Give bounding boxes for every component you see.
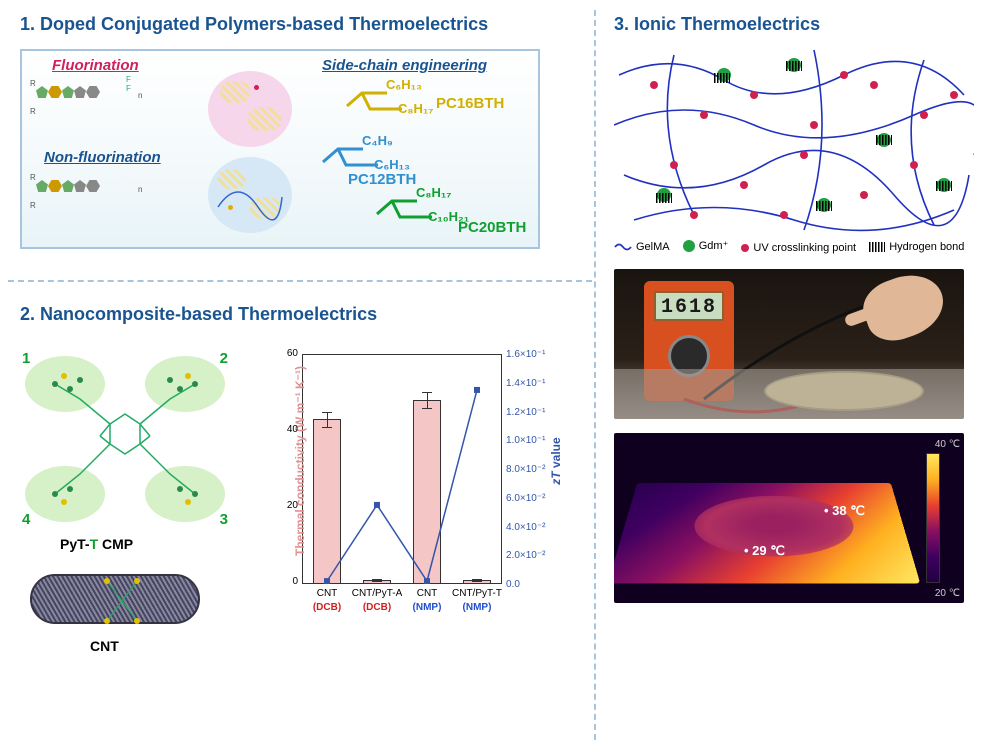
pytt-label: PyT-T CMP [60, 536, 133, 552]
xtick-3: CNT/PyT-T [447, 588, 507, 599]
uv-node-8 [800, 151, 808, 159]
pc12-name: PC12BTH [348, 171, 416, 188]
divider-vertical [594, 10, 596, 740]
ytick-right-5: 1.0×10⁻¹ [506, 435, 556, 446]
ytick-right-7: 1.4×10⁻¹ [506, 378, 556, 389]
ytick-right-3: 6.0×10⁻² [506, 493, 556, 504]
pc16-name: PC16BTH [436, 95, 504, 112]
legend-hbond: Hydrogen bond [869, 241, 964, 253]
uv-node-4 [870, 81, 878, 89]
section2-title: 2. Nanocomposite-based Thermoelectrics [20, 304, 580, 325]
section3-title: 3. Ionic Thermoelectrics [614, 14, 984, 35]
network-legend: GelMA Gdm⁺ UV crosslinking point Hydroge… [614, 239, 984, 255]
pc12-c2: C₆H₁₃ [374, 157, 410, 172]
section1-figure: Fluorination Side-chain engineering Non-… [20, 49, 540, 249]
thermal-colorbar [926, 453, 940, 583]
pc16-c1: C₆H₁₃ [386, 77, 422, 92]
uv-node-2 [750, 91, 758, 99]
hot-spot-label: • 38 ℃ [824, 503, 865, 519]
sidegroup-pc12: C₄H₉ C₆H₁₃ PC12BTH [318, 137, 398, 178]
hbond-2 [656, 193, 672, 203]
thermal-image: • 38 ℃ • 29 ℃ 40 ℃ 20 ℃ [614, 433, 964, 603]
colorbar-top: 40 ℃ [935, 439, 960, 450]
uv-node-0 [650, 81, 658, 89]
uv-node-13 [840, 71, 848, 79]
ytick-l60: 60 [274, 348, 298, 359]
hbond-1 [876, 135, 892, 145]
cold-spot-label: • 29 ℃ [744, 543, 785, 559]
cnt-tube [30, 574, 200, 624]
fluorinated-molecule: R F F n R [36, 85, 100, 103]
nonfluorination-label: Non-fluorination [44, 149, 161, 166]
ytick-l0: 0 [274, 576, 298, 587]
corner-4: 3 [220, 511, 228, 528]
nonfluorinated-molecule: R n R [36, 179, 100, 197]
uv-node-5 [920, 111, 928, 119]
sidechain-label: Side-chain engineering [322, 57, 487, 74]
pc16-c2: C₈H₁₇ [398, 101, 433, 116]
blob-blue [208, 157, 292, 233]
legend-gelma: GelMA [614, 241, 670, 253]
section-1: 1. Doped Conjugated Polymers-based Therm… [20, 14, 570, 249]
legend-uv: UV crosslinking point [741, 242, 856, 254]
uv-node-1 [700, 111, 708, 119]
xsub-3: (NMP) [447, 602, 507, 613]
ionic-network-diagram [614, 45, 974, 235]
legend-gdm: Gdm⁺ [683, 239, 729, 252]
uv-node-3 [810, 121, 818, 129]
hbond-5 [786, 61, 802, 71]
section-2: 2. Nanocomposite-based Thermoelectrics [20, 304, 580, 325]
corner-1: 1 [22, 350, 30, 367]
sidegroup-pc16: C₆H₁₃ C₈H₁₇ PC16BTH [342, 81, 422, 122]
sidegroup-pc20: C₈H₁₇ C₁₀H₂₁ PC20BTH [372, 189, 452, 230]
ytick-right-0: 0.0 [506, 579, 556, 590]
cnt-label: CNT [90, 638, 119, 654]
pc20-name: PC20BTH [458, 219, 526, 236]
section1-title: 1. Doped Conjugated Polymers-based Therm… [20, 14, 570, 35]
ytick-right-8: 1.6×10⁻¹ [506, 349, 556, 360]
uv-node-9 [860, 191, 868, 199]
uv-node-12 [690, 211, 698, 219]
hbond-0 [714, 73, 730, 83]
pc20-c1: C₈H₁₇ [416, 185, 451, 200]
multimeter-photo: 1618 [614, 269, 964, 419]
fluorination-label: Fluorination [52, 57, 139, 74]
ytick-l40: 40 [274, 424, 298, 435]
section-3: 3. Ionic Thermoelectrics GelMA Gdm⁺ UV c… [614, 14, 984, 603]
ytick-right-2: 4.0×10⁻² [506, 522, 556, 533]
uv-node-14 [950, 91, 958, 99]
corner-2: 2 [220, 350, 228, 367]
colorbar-bot: 20 ℃ [935, 588, 960, 599]
divider-h1 [8, 280, 592, 282]
thermal-conductivity-chart: Thermal conductivity (W m⁻¹ K⁻¹) zT valu… [254, 344, 574, 664]
hbond-3 [816, 201, 832, 211]
ytick-right-1: 2.0×10⁻² [506, 550, 556, 561]
hbond-4 [936, 181, 952, 191]
corner-3: 4 [22, 511, 30, 528]
ytick-right-6: 1.2×10⁻¹ [506, 407, 556, 418]
blob-pink [208, 71, 292, 147]
pytt-molecule: 1 2 4 3 [20, 344, 230, 534]
ytick-right-4: 8.0×10⁻² [506, 464, 556, 475]
thermal-surface [614, 482, 920, 583]
uv-node-11 [780, 211, 788, 219]
uv-node-10 [910, 161, 918, 169]
pc12-c1: C₄H₉ [362, 133, 393, 148]
uv-node-6 [670, 161, 678, 169]
ytick-l20: 20 [274, 500, 298, 511]
uv-node-7 [740, 181, 748, 189]
